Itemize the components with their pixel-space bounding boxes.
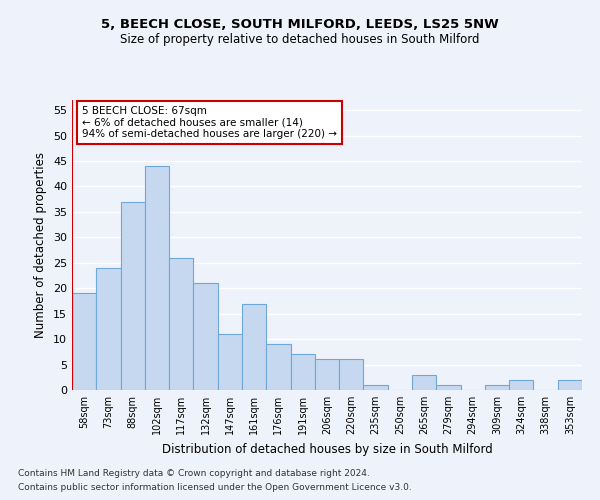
Bar bbox=[558, 380, 582, 390]
Text: 5, BEECH CLOSE, SOUTH MILFORD, LEEDS, LS25 5NW: 5, BEECH CLOSE, SOUTH MILFORD, LEEDS, LS… bbox=[101, 18, 499, 30]
Bar bbox=[193, 283, 218, 390]
Text: Contains public sector information licensed under the Open Government Licence v3: Contains public sector information licen… bbox=[18, 484, 412, 492]
Bar bbox=[412, 374, 436, 390]
Text: Size of property relative to detached houses in South Milford: Size of property relative to detached ho… bbox=[120, 32, 480, 46]
Bar bbox=[315, 360, 339, 390]
Bar bbox=[436, 385, 461, 390]
Bar bbox=[290, 354, 315, 390]
Bar bbox=[218, 334, 242, 390]
Text: Contains HM Land Registry data © Crown copyright and database right 2024.: Contains HM Land Registry data © Crown c… bbox=[18, 468, 370, 477]
Text: 5 BEECH CLOSE: 67sqm
← 6% of detached houses are smaller (14)
94% of semi-detach: 5 BEECH CLOSE: 67sqm ← 6% of detached ho… bbox=[82, 106, 337, 139]
Bar bbox=[121, 202, 145, 390]
Bar bbox=[485, 385, 509, 390]
Bar bbox=[339, 360, 364, 390]
Bar bbox=[242, 304, 266, 390]
Bar bbox=[266, 344, 290, 390]
Bar bbox=[509, 380, 533, 390]
X-axis label: Distribution of detached houses by size in South Milford: Distribution of detached houses by size … bbox=[161, 442, 493, 456]
Bar bbox=[169, 258, 193, 390]
Bar bbox=[96, 268, 121, 390]
Bar bbox=[145, 166, 169, 390]
Bar bbox=[72, 294, 96, 390]
Y-axis label: Number of detached properties: Number of detached properties bbox=[34, 152, 47, 338]
Bar bbox=[364, 385, 388, 390]
